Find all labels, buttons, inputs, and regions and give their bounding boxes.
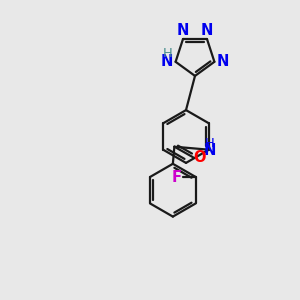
Text: N: N (217, 54, 229, 69)
Text: N: N (161, 54, 173, 69)
Text: N: N (203, 143, 216, 158)
Text: H: H (162, 47, 172, 60)
Text: F: F (172, 169, 182, 184)
Text: N: N (177, 23, 189, 38)
Text: H: H (205, 136, 214, 150)
Text: O: O (193, 150, 206, 165)
Text: N: N (201, 23, 213, 38)
